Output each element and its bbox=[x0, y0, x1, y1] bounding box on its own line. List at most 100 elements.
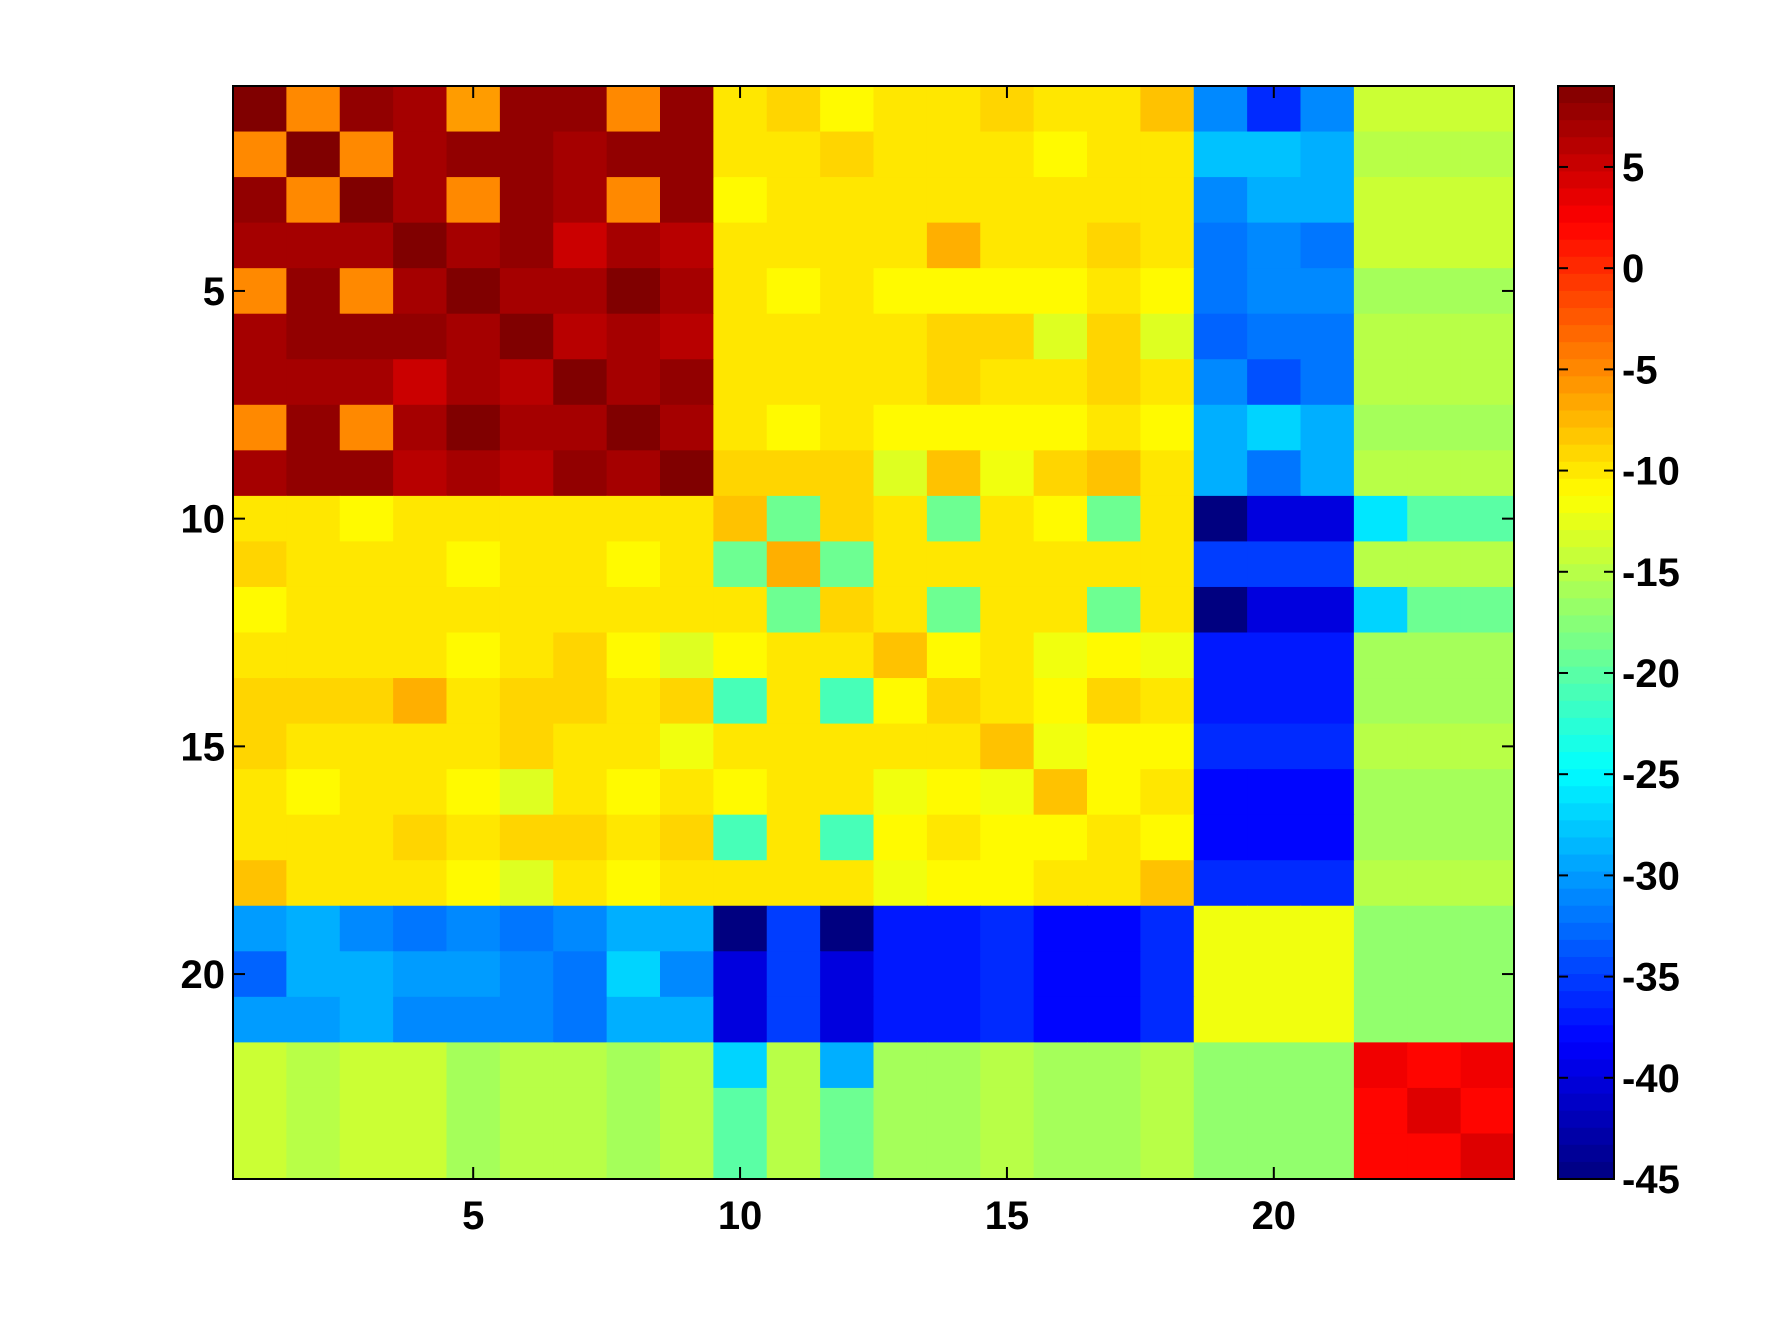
heatmap-cell bbox=[1087, 905, 1141, 952]
heatmap-cell bbox=[393, 632, 448, 679]
heatmap-cell bbox=[1460, 541, 1515, 588]
heatmap-cell bbox=[233, 541, 287, 588]
y-tick-label: 5 bbox=[203, 270, 225, 314]
heatmap-cell bbox=[606, 1042, 661, 1089]
heatmap-cell bbox=[820, 495, 875, 543]
heatmap-cell bbox=[766, 814, 821, 861]
heatmap-cell bbox=[980, 951, 1035, 998]
heatmap-cell bbox=[286, 359, 341, 406]
heatmap-cell bbox=[1087, 586, 1141, 634]
heatmap-cell bbox=[1407, 541, 1462, 588]
heatmap-cell bbox=[1407, 814, 1462, 861]
heatmap-cell bbox=[1087, 495, 1141, 543]
heatmap-cell bbox=[553, 905, 608, 952]
colorbar-swatch bbox=[1558, 717, 1614, 736]
heatmap-cell bbox=[1033, 404, 1088, 451]
heatmap-cell bbox=[1087, 313, 1141, 360]
heatmap-cell bbox=[606, 769, 661, 816]
colorbar-swatch bbox=[1558, 871, 1614, 890]
colorbar-swatch bbox=[1558, 308, 1614, 326]
heatmap-cell bbox=[1407, 359, 1462, 406]
colorbar-swatch bbox=[1558, 700, 1614, 719]
heatmap-cell bbox=[446, 359, 501, 406]
heatmap-cell bbox=[713, 586, 768, 634]
heatmap-cell bbox=[820, 1087, 875, 1135]
heatmap-cell bbox=[1087, 860, 1141, 907]
heatmap-cell bbox=[1460, 1133, 1515, 1180]
heatmap-cell bbox=[660, 860, 714, 907]
heatmap-cell bbox=[1140, 495, 1195, 543]
heatmap-cell bbox=[1407, 1087, 1462, 1135]
heatmap-cell bbox=[1407, 222, 1462, 269]
heatmap-cell bbox=[980, 268, 1035, 315]
heatmap-cell bbox=[873, 769, 928, 816]
colorbar-swatch bbox=[1558, 939, 1614, 958]
heatmap-cell bbox=[713, 450, 768, 497]
heatmap-cell bbox=[873, 723, 928, 770]
heatmap-cell bbox=[873, 632, 928, 679]
heatmap-cell bbox=[1353, 860, 1408, 907]
colorbar-swatch bbox=[1558, 1042, 1614, 1061]
heatmap-cell bbox=[339, 996, 394, 1043]
heatmap-cell bbox=[1193, 268, 1248, 315]
heatmap-cell bbox=[1353, 723, 1408, 770]
heatmap-cell bbox=[1460, 678, 1515, 725]
heatmap-cell bbox=[873, 951, 928, 998]
heatmap-cell bbox=[713, 723, 768, 770]
heatmap-cell bbox=[873, 222, 928, 269]
heatmap-cell bbox=[393, 1087, 448, 1135]
heatmap-cell bbox=[446, 222, 501, 269]
colorbar-swatch bbox=[1558, 205, 1614, 224]
heatmap-cell bbox=[233, 814, 287, 861]
heatmap-cell bbox=[233, 404, 287, 451]
heatmap-cell bbox=[1407, 177, 1462, 224]
heatmap-cell bbox=[1140, 905, 1195, 952]
heatmap-cell bbox=[233, 769, 287, 816]
heatmap-cell bbox=[1033, 951, 1088, 998]
heatmap-cell bbox=[1140, 586, 1195, 634]
heatmap-cell bbox=[233, 1133, 287, 1180]
heatmap-cell bbox=[233, 996, 287, 1043]
heatmap-cell bbox=[499, 541, 554, 588]
heatmap-cell bbox=[1300, 814, 1355, 861]
heatmap-cell bbox=[980, 177, 1035, 224]
heatmap-cell bbox=[1033, 1087, 1088, 1135]
heatmap-cell bbox=[1193, 586, 1248, 634]
heatmap-cell bbox=[1407, 860, 1462, 907]
heatmap-cell bbox=[766, 177, 821, 224]
heatmap-cell bbox=[980, 495, 1035, 543]
heatmap-cell bbox=[499, 495, 554, 543]
heatmap-cell bbox=[1033, 541, 1088, 588]
heatmap-cell bbox=[820, 268, 875, 315]
heatmap-cell bbox=[1140, 996, 1195, 1043]
heatmap-cell bbox=[1300, 177, 1355, 224]
heatmap-cell bbox=[980, 541, 1035, 588]
colorbar-swatch bbox=[1558, 444, 1614, 463]
heatmap-cell bbox=[926, 177, 981, 224]
heatmap-cell bbox=[820, 222, 875, 269]
x-tick-label: 10 bbox=[718, 1194, 763, 1238]
heatmap-cell bbox=[820, 586, 875, 634]
heatmap-cell bbox=[1033, 723, 1088, 770]
colorbar-swatch bbox=[1558, 564, 1614, 582]
heatmap-cell bbox=[1460, 586, 1515, 634]
heatmap-cell bbox=[553, 86, 608, 133]
colorbar-swatch bbox=[1558, 854, 1614, 873]
heatmap-cell bbox=[1460, 632, 1515, 679]
heatmap-cell bbox=[1033, 268, 1088, 315]
heatmap-cell bbox=[499, 177, 554, 224]
heatmap-cell bbox=[1033, 222, 1088, 269]
heatmap-cell bbox=[553, 359, 608, 406]
heatmap-cell bbox=[1407, 996, 1462, 1043]
heatmap-cell bbox=[1033, 678, 1088, 725]
heatmap-cell bbox=[1407, 678, 1462, 725]
heatmap-cell bbox=[1353, 678, 1408, 725]
heatmap-cell bbox=[1247, 495, 1302, 543]
heatmap-cell bbox=[1460, 860, 1515, 907]
heatmap-cell bbox=[499, 769, 554, 816]
heatmap-cell bbox=[446, 951, 501, 998]
heatmap-cell bbox=[446, 769, 501, 816]
heatmap-cell bbox=[926, 769, 981, 816]
heatmap-cell bbox=[339, 1087, 394, 1135]
